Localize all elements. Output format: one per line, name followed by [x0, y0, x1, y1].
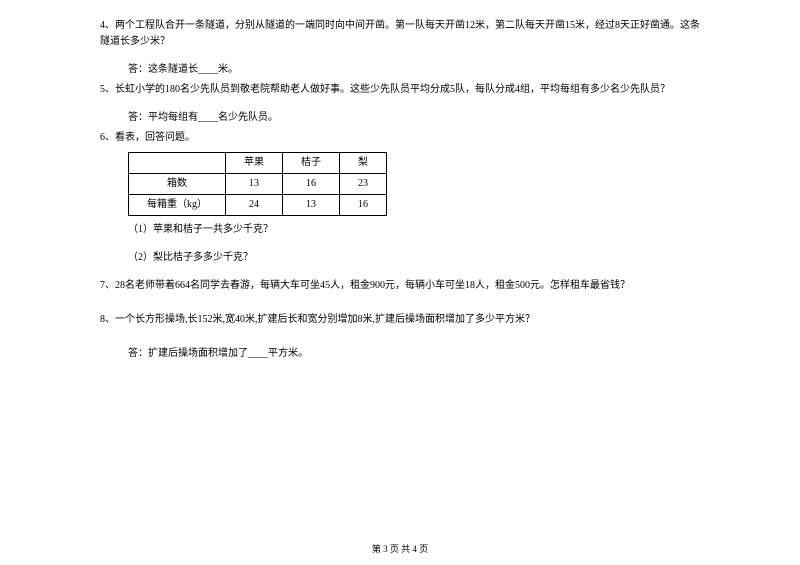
- table-cell: 每箱重（kg）: [129, 195, 226, 216]
- page-footer: 第 3 页 共 4 页: [0, 542, 800, 555]
- question-7: 7、28名老师带着664名同学去春游，每辆大车可坐45人，租金900元，每辆小车…: [100, 278, 700, 294]
- table-header-cell: [129, 153, 226, 174]
- document-page: 4、两个工程队合开一条隧道，分别从隧道的一端同时向中间开凿。第一队每天开凿12米…: [0, 0, 800, 362]
- question-5: 5、长虹小学的180名少先队员到敬老院帮助老人做好事。这些少先队员平均分成5队，…: [100, 82, 700, 98]
- answer-4: 答：这条隧道长____米。: [100, 62, 700, 78]
- table-cell: 箱数: [129, 174, 226, 195]
- table-cell: 23: [340, 174, 387, 195]
- question-8: 8、一个长方形操场,长152米,宽40米,扩建后长和宽分别增加8米,扩建后操场面…: [100, 312, 700, 328]
- answer-8: 答：扩建后操场面积增加了____平方米。: [100, 346, 700, 362]
- table-row: 每箱重（kg） 24 13 16: [129, 195, 387, 216]
- page-number: 第 3 页 共 4 页: [372, 544, 428, 554]
- table-cell: 16: [283, 174, 340, 195]
- question-6-sub2-text: （2）梨比桔子多多少千克？: [128, 252, 253, 263]
- question-6: 6、看表，回答问题。: [100, 130, 700, 146]
- table-cell: 24: [226, 195, 283, 216]
- table-header-cell: 苹果: [226, 153, 283, 174]
- answer-4-text: 答：这条隧道长____米。: [128, 64, 238, 75]
- table-header-row: 苹果 桔子 梨: [129, 153, 387, 174]
- data-table: 苹果 桔子 梨 箱数 13 16 23 每箱重（kg） 24 13 16: [128, 152, 387, 216]
- answer-5: 答：平均每组有____名少先队员。: [100, 110, 700, 126]
- question-6-sub1: （1）苹果和桔子一共多少千克？: [100, 222, 700, 238]
- question-6-sub1-text: （1）苹果和桔子一共多少千克？: [128, 224, 273, 235]
- table-row: 箱数 13 16 23: [129, 174, 387, 195]
- table-header-cell: 梨: [340, 153, 387, 174]
- question-4-text: 4、两个工程队合开一条隧道，分别从隧道的一端同时向中间开凿。第一队每天开凿12米…: [100, 20, 700, 47]
- question-5-text: 5、长虹小学的180名少先队员到敬老院帮助老人做好事。这些少先队员平均分成5队，…: [100, 84, 670, 95]
- table-header-cell: 桔子: [283, 153, 340, 174]
- question-7-text: 7、28名老师带着664名同学去春游，每辆大车可坐45人，租金900元，每辆小车…: [100, 280, 630, 291]
- table-cell: 13: [283, 195, 340, 216]
- question-6-text: 6、看表，回答问题。: [100, 132, 195, 143]
- question-8-text: 8、一个长方形操场,长152米,宽40米,扩建后长和宽分别增加8米,扩建后操场面…: [100, 314, 535, 325]
- question-4: 4、两个工程队合开一条隧道，分别从隧道的一端同时向中间开凿。第一队每天开凿12米…: [100, 18, 700, 50]
- question-6-sub2: （2）梨比桔子多多少千克？: [100, 250, 700, 266]
- table-cell: 16: [340, 195, 387, 216]
- answer-8-text: 答：扩建后操场面积增加了____平方米。: [128, 348, 308, 359]
- table-cell: 13: [226, 174, 283, 195]
- answer-5-text: 答：平均每组有____名少先队员。: [128, 112, 278, 123]
